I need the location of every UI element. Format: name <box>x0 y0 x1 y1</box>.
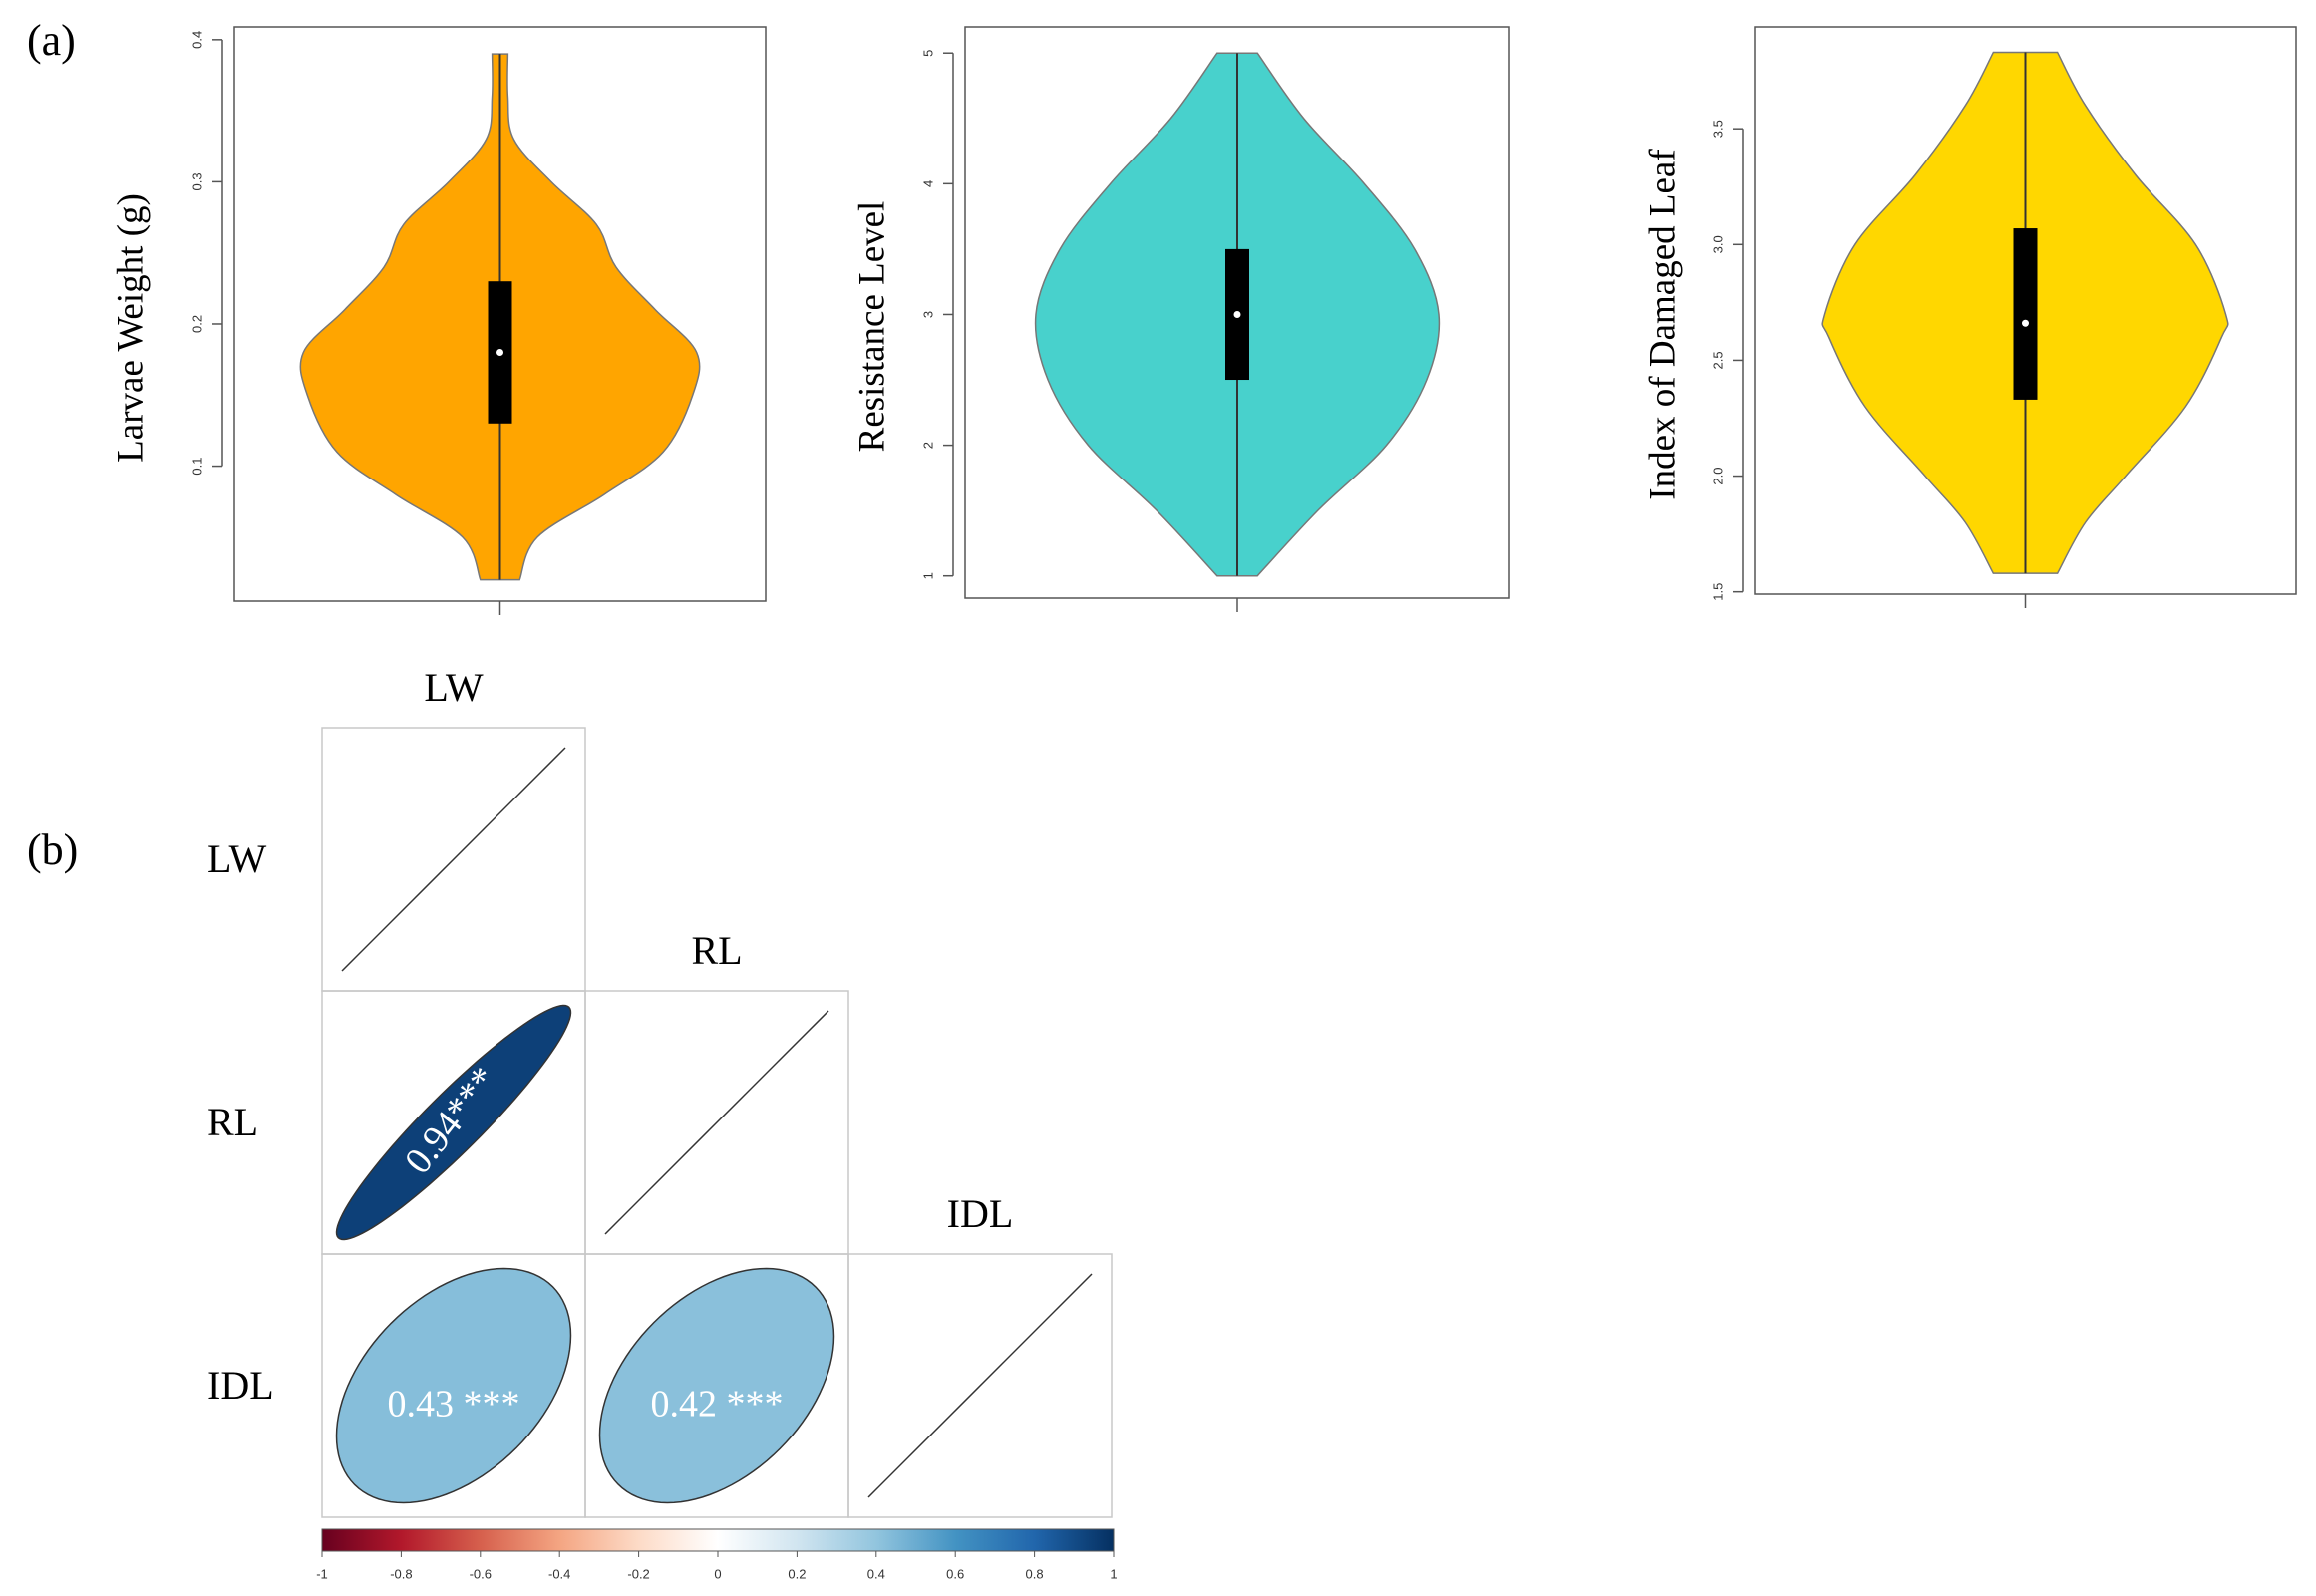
box <box>2013 228 2038 400</box>
y-tick-label: 3.0 <box>1710 235 1725 253</box>
colorbar-tick-label: -0.6 <box>470 1566 492 1581</box>
median <box>1233 310 1241 318</box>
y-axis-label: Larvae Weight (g) <box>110 193 151 463</box>
y-tick-label: 3.5 <box>1710 120 1725 138</box>
row-label: LW <box>207 836 266 881</box>
correlation-ellipse <box>335 1267 572 1504</box>
y-tick-label: 2.0 <box>1710 468 1725 485</box>
colorbar-tick-label: 0.8 <box>1026 1566 1044 1581</box>
correlation-label: 0.43 *** <box>388 1384 520 1426</box>
colorbar-tick-label: 0.6 <box>946 1566 964 1581</box>
colorbar-tick-label: 0.2 <box>788 1566 806 1581</box>
y-tick-label: 1 <box>920 572 935 579</box>
panel-label: (b) <box>27 825 78 874</box>
y-tick-label: 0.1 <box>189 458 204 476</box>
y-tick-label: 5 <box>920 50 935 57</box>
median <box>2022 319 2029 327</box>
y-tick-label: 2.5 <box>1710 351 1725 369</box>
correlation-ellipse <box>335 1004 572 1241</box>
median <box>496 348 503 356</box>
panel-label: (a) <box>27 16 76 65</box>
y-tick-label: 3 <box>920 311 935 318</box>
colorbar-tick-label: -0.8 <box>390 1566 412 1581</box>
colorbar-tick-label: -1 <box>316 1566 328 1581</box>
colorbar-tick-label: 1 <box>1110 1566 1117 1581</box>
diagonal-line <box>867 1273 1093 1498</box>
column-label: RL <box>691 928 742 973</box>
colorbar-tick-label: 0.4 <box>867 1566 885 1581</box>
colorbar-tick-label: -0.4 <box>548 1566 570 1581</box>
y-axis-label: Resistance Level <box>851 201 892 453</box>
row-label: RL <box>207 1100 258 1144</box>
diagonal-line <box>341 747 566 972</box>
row-label: IDL <box>207 1363 274 1408</box>
colorbar-tick-label: 0 <box>714 1566 721 1581</box>
y-axis-label: Index of Damaged Leaf <box>1642 149 1683 500</box>
y-tick-label: 0.2 <box>189 315 204 333</box>
correlation-ellipse <box>598 1267 835 1504</box>
cell <box>847 1253 1113 1518</box>
colorbar <box>321 1528 1115 1552</box>
column-label: LW <box>424 665 483 710</box>
y-tick-label: 2 <box>920 442 935 449</box>
y-tick-label: 0.3 <box>189 172 204 190</box>
diagonal-line <box>604 1010 829 1235</box>
y-tick-label: 1.5 <box>1710 583 1725 601</box>
correlation-label: 0.42 *** <box>651 1384 784 1426</box>
colorbar-tick-label: -0.2 <box>627 1566 649 1581</box>
y-tick-label: 0.4 <box>189 31 204 49</box>
y-tick-label: 4 <box>920 180 935 187</box>
column-label: IDL <box>947 1191 1014 1236</box>
